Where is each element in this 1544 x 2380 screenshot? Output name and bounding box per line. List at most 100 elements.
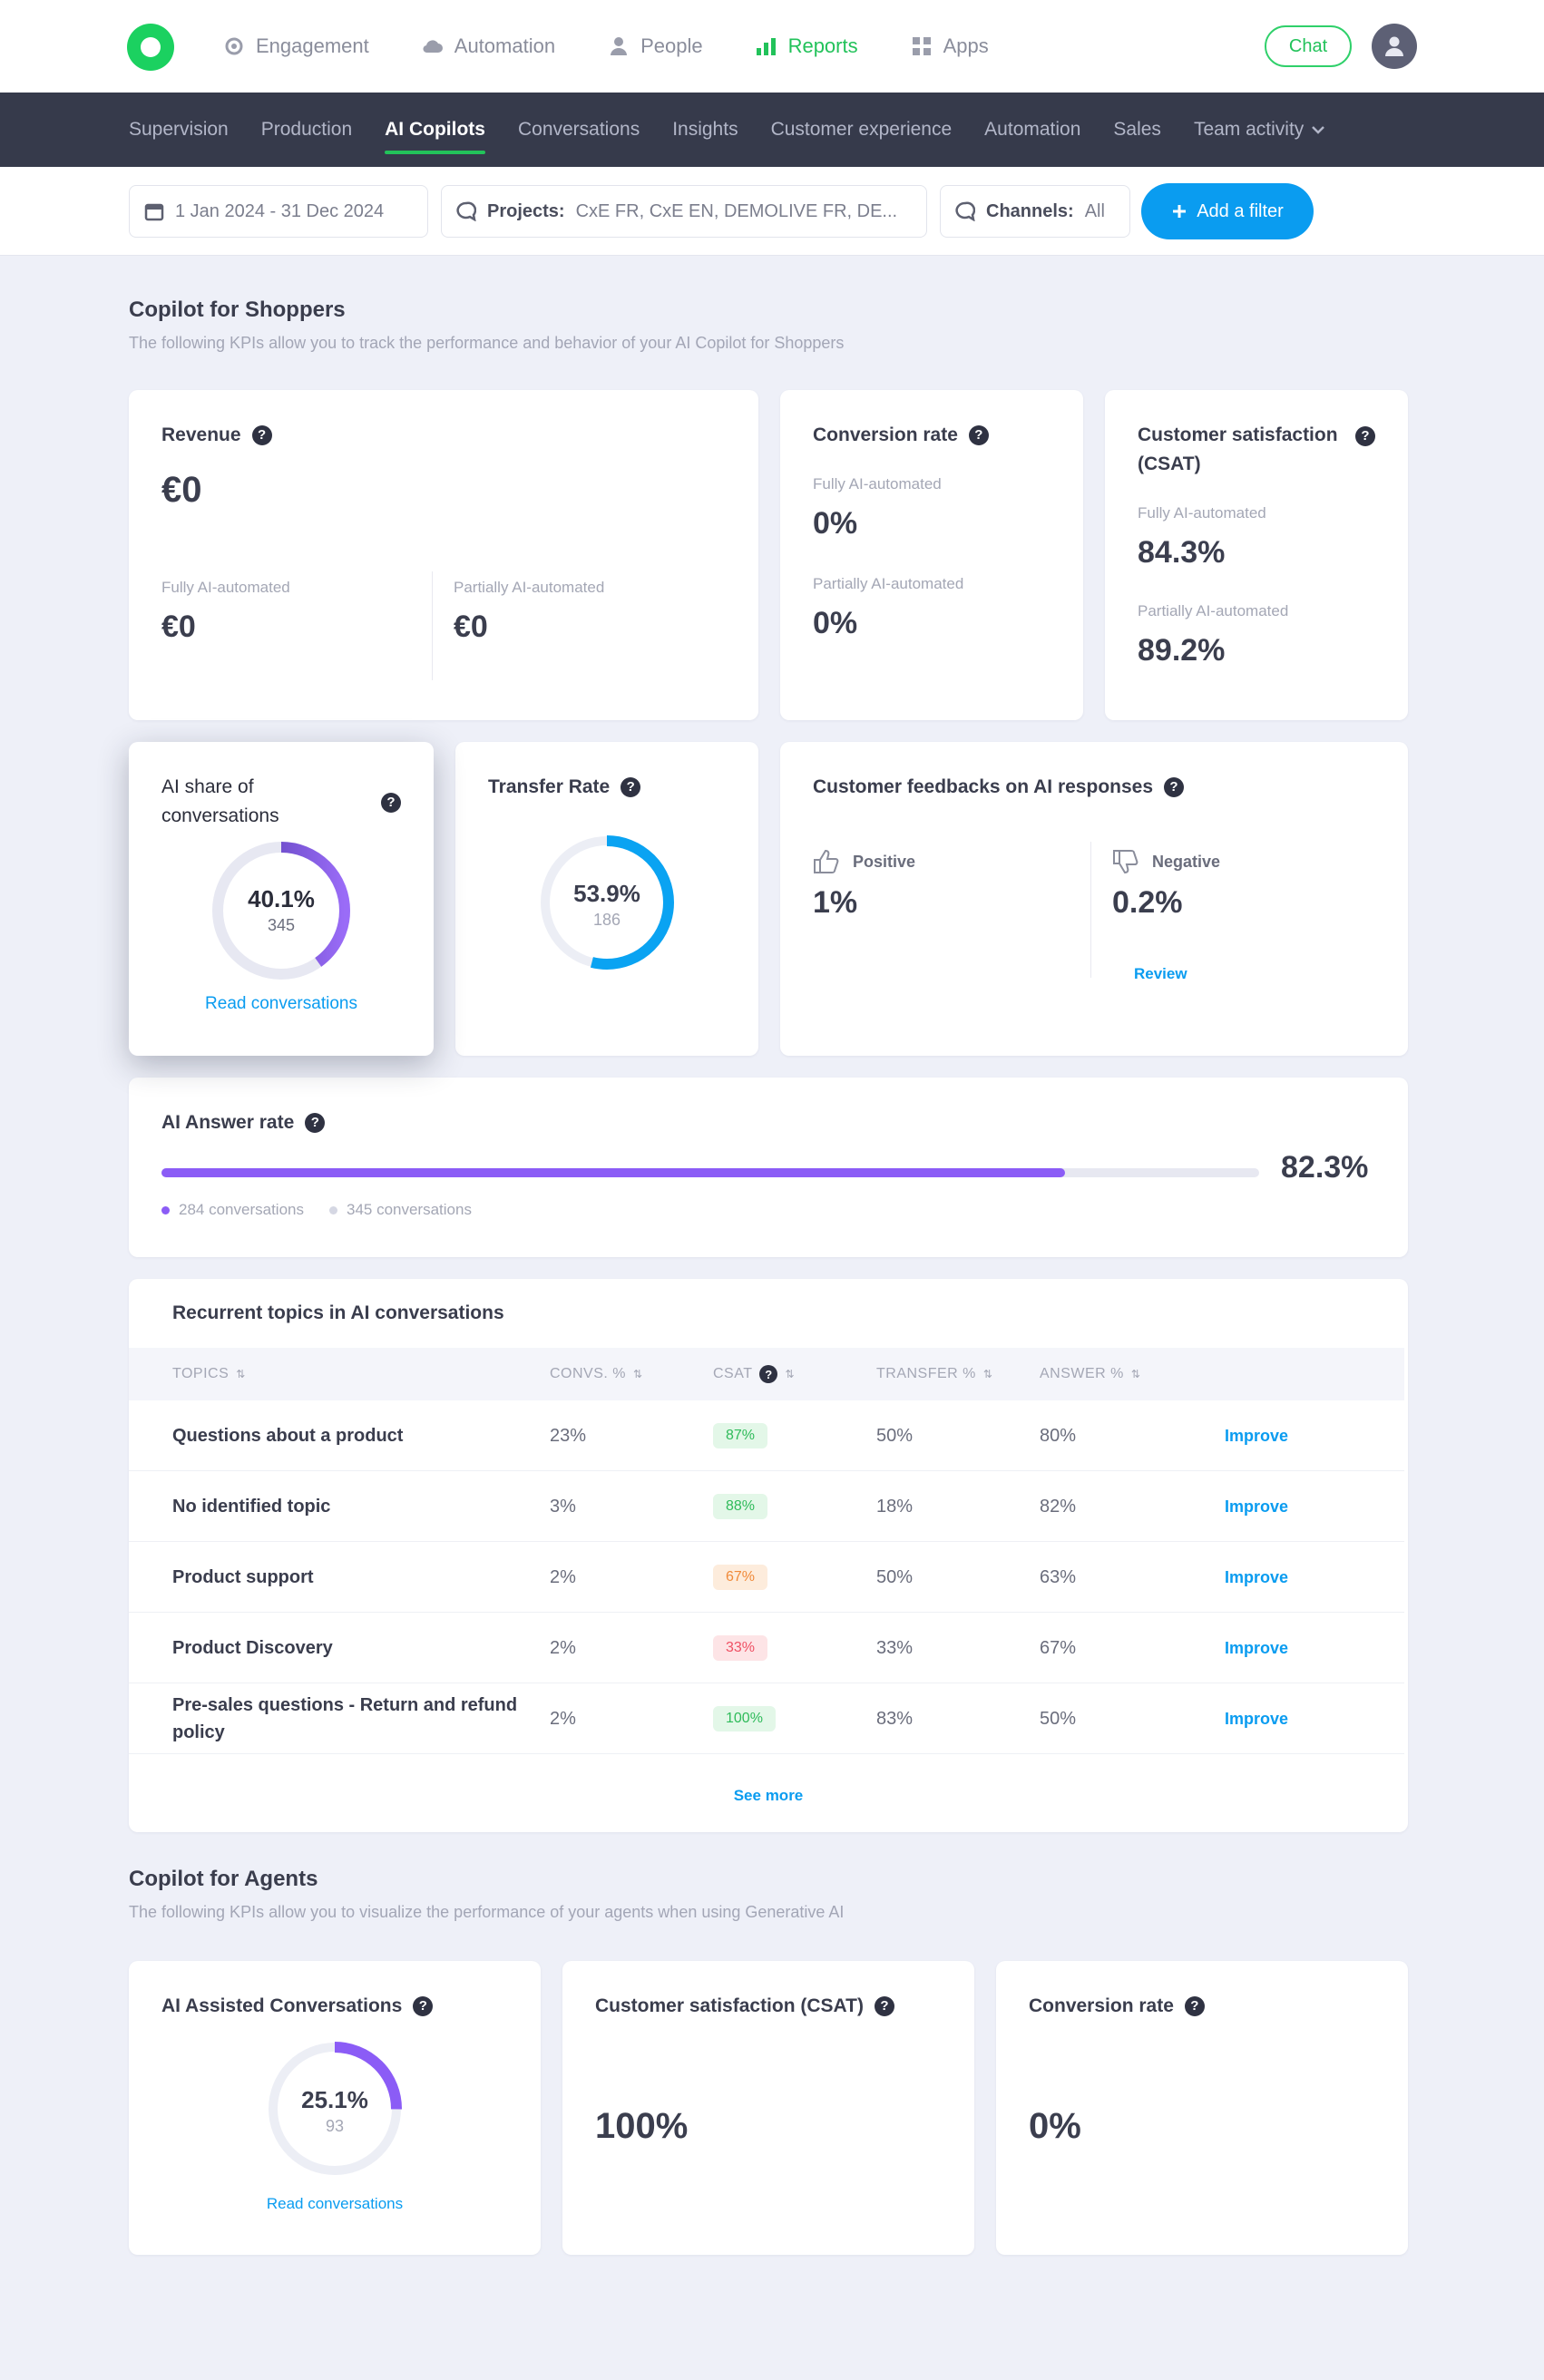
header-answer[interactable]: Answer % ⇅ — [1040, 1348, 1140, 1400]
projects-filter[interactable]: Projects: CxE FR, CxE EN, DEMOLIVE FR, D… — [441, 185, 927, 238]
person-icon — [608, 35, 630, 57]
help-icon[interactable]: ? — [413, 1996, 434, 2016]
help-icon[interactable]: ? — [968, 425, 989, 445]
topic-name: Product support — [172, 1567, 314, 1587]
header-transfer[interactable]: Transfer % ⇅ — [876, 1348, 992, 1400]
csat-badge: 33% — [713, 1635, 768, 1661]
table-row: No identified topic 3% 88% 18% 82% Impro… — [129, 1471, 1404, 1542]
nav-item-label: Engagement — [256, 34, 369, 57]
help-icon[interactable]: ? — [1355, 426, 1375, 446]
improve-link[interactable]: Improve — [1225, 1426, 1289, 1445]
divider — [1090, 842, 1091, 978]
header-convs[interactable]: Convs. % ⇅ — [550, 1348, 643, 1400]
negative-label: Negative — [1152, 852, 1221, 871]
help-icon[interactable]: ? — [1164, 777, 1185, 797]
date-range-filter[interactable]: 1 Jan 2024 - 31 Dec 2024 — [129, 185, 428, 238]
topic-convs: 2% — [550, 1566, 576, 1587]
read-conversations-link[interactable]: Read conversations — [266, 2195, 404, 2212]
nav-item-engagement[interactable]: Engagement — [223, 34, 369, 58]
card-title-text: Transfer Rate — [488, 776, 611, 797]
conversion-partially-value: 0% — [813, 606, 858, 640]
answer-rate-bar-fill — [161, 1168, 1065, 1177]
help-icon[interactable]: ? — [874, 1996, 894, 2016]
user-avatar[interactable] — [1372, 24, 1417, 69]
tab-conversations[interactable]: Conversations — [517, 119, 640, 140]
improve-link[interactable]: Improve — [1225, 1497, 1289, 1516]
shoppers-section-title: Copilot for Shoppers — [129, 298, 346, 322]
help-icon[interactable]: ? — [251, 425, 272, 445]
speech-bubble-icon — [456, 201, 476, 221]
top-navigation: Engagement Automation People Reports App… — [0, 0, 1544, 93]
nav-item-people[interactable]: People — [608, 34, 703, 58]
transfer-count: 186 — [592, 911, 621, 929]
topic-answer: 82% — [1040, 1496, 1077, 1517]
nav-item-automation[interactable]: Automation — [422, 34, 555, 58]
tab-customer-experience[interactable]: Customer experience — [770, 119, 953, 140]
table-row: Pre-sales questions - Return and refund … — [129, 1683, 1404, 1754]
card-title-text: AI Answer rate — [161, 1112, 295, 1133]
topic-transfer: 50% — [876, 1566, 914, 1587]
nav-item-apps[interactable]: Apps — [911, 34, 989, 58]
ai-assisted-donut-arc — [268, 2042, 402, 2176]
tab-supervision[interactable]: Supervision — [129, 119, 229, 140]
tab-production[interactable]: Production — [260, 119, 353, 140]
header-csat[interactable]: CSAT? ⇅ — [713, 1348, 795, 1400]
thumbs-up-icon — [814, 849, 839, 873]
brand-logo[interactable] — [127, 24, 174, 71]
agents-conversion-title: Conversion rate ? — [1029, 1992, 1205, 2021]
csat-card: Customer satisfaction (CSAT) ? Fully AI-… — [1105, 390, 1408, 720]
filter-bar: 1 Jan 2024 - 31 Dec 2024 Projects: CxE F… — [0, 167, 1544, 256]
help-icon[interactable]: ? — [381, 793, 401, 813]
topic-name: No identified topic — [172, 1497, 331, 1517]
improve-link[interactable]: Improve — [1225, 1709, 1289, 1728]
agents-csat-card: Customer satisfaction (CSAT) ? 100% — [562, 1961, 974, 2255]
revenue-total: €0 — [161, 470, 202, 510]
nav-item-reports[interactable]: Reports — [756, 34, 858, 58]
card-title-text: Customer satisfaction (CSAT) — [1138, 424, 1338, 474]
bar-chart-icon — [756, 35, 777, 57]
header-topics[interactable]: Topics ⇅ — [172, 1348, 246, 1400]
help-icon[interactable]: ? — [305, 1113, 326, 1133]
ai-share-count: 345 — [267, 916, 296, 934]
table-row: Product support 2% 67% 50% 63% Improve — [129, 1542, 1404, 1613]
card-title-text: AI Assisted Conversations — [161, 1995, 403, 2016]
tab-automation[interactable]: Automation — [984, 119, 1081, 140]
csat-title: Customer satisfaction (CSAT) ? — [1138, 421, 1375, 479]
ai-assisted-title: AI Assisted Conversations ? — [161, 1992, 434, 2021]
topic-name: Questions about a product — [172, 1426, 404, 1446]
nav-item-label: Reports — [787, 34, 858, 57]
read-conversations-link[interactable]: Read conversations — [205, 994, 357, 1013]
tab-insights[interactable]: Insights — [672, 119, 738, 140]
add-filter-label: Add a filter — [1197, 200, 1284, 221]
agents-csat-title: Customer satisfaction (CSAT) ? — [595, 1992, 894, 2021]
chat-button[interactable]: Chat — [1265, 25, 1352, 67]
see-more-link[interactable]: See more — [733, 1787, 804, 1804]
ai-share-card: AI share of conversations ? 40.1% 345 Re… — [129, 742, 434, 1056]
improve-link[interactable]: Improve — [1225, 1567, 1289, 1586]
agents-section-title: Copilot for Agents — [129, 1867, 318, 1891]
agents-conversion-value: 0% — [1029, 2106, 1081, 2146]
improve-link[interactable]: Improve — [1225, 1638, 1289, 1657]
topics-table-header: Topics ⇅ Convs. % ⇅ CSAT? ⇅ Transfer % ⇅ Ans… — [129, 1348, 1404, 1400]
ai-share-title: AI share of conversations ? — [161, 773, 401, 831]
header-label: Topics — [172, 1366, 230, 1381]
conversion-partially-label: Partially AI-automated — [813, 575, 964, 592]
review-link[interactable]: Review — [1134, 965, 1187, 982]
header-label: Answer % — [1040, 1366, 1124, 1381]
help-icon[interactable]: ? — [759, 1365, 778, 1383]
add-filter-button[interactable]: Add a filter — [1141, 183, 1314, 239]
help-icon[interactable]: ? — [1184, 1996, 1205, 2016]
conversion-fully-label: Fully AI-automated — [813, 475, 942, 493]
topic-transfer: 50% — [876, 1425, 914, 1446]
calendar-icon — [144, 203, 164, 221]
tab-ai-copilots[interactable]: AI Copilots — [385, 93, 485, 167]
topic-transfer: 83% — [876, 1708, 914, 1729]
csat-fully-value: 84.3% — [1138, 535, 1226, 570]
card-title-text: Customer satisfaction (CSAT) — [595, 1995, 864, 2016]
channels-filter[interactable]: Channels: All — [940, 185, 1130, 238]
topic-answer: 67% — [1040, 1637, 1077, 1658]
csat-partially-label: Partially AI-automated — [1138, 602, 1289, 619]
tab-team-activity[interactable]: Team activity — [1194, 93, 1325, 167]
tab-sales[interactable]: Sales — [1113, 119, 1161, 140]
help-icon[interactable]: ? — [621, 777, 641, 797]
